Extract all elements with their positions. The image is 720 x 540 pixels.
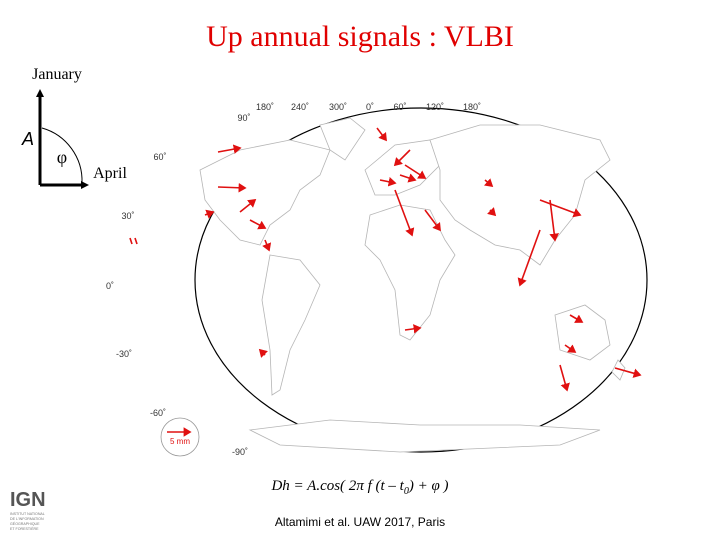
formula-part: f <box>364 478 374 494</box>
scale-label: 5 mm <box>170 437 190 446</box>
logo-line: DE L'INFORMATION <box>10 517 44 521</box>
arrow <box>564 344 577 353</box>
arrow <box>517 229 541 287</box>
logo: IGN INSTITUT NATIONAL DE L'INFORMATION G… <box>6 486 60 536</box>
arrow <box>204 209 215 219</box>
scale-legend: 5 mm <box>160 417 200 457</box>
formula-part: ) <box>440 478 449 494</box>
signal-arrows <box>129 127 642 392</box>
arrow <box>569 314 584 323</box>
arrow <box>484 178 494 188</box>
antarctica <box>248 419 601 453</box>
arrow <box>394 189 415 237</box>
january-label: January <box>32 66 82 83</box>
lat-label: 90˚ <box>237 113 250 123</box>
lat-label: -30˚ <box>116 349 132 359</box>
formula-part: (t – t <box>372 478 405 494</box>
phase-diagram: January A φ April <box>21 66 127 189</box>
formula-part: Dh = A.cos( 2 <box>270 478 356 494</box>
lon-label: 240˚ <box>291 102 309 112</box>
arrow <box>262 239 272 252</box>
arrow <box>549 199 559 242</box>
arrow <box>399 173 417 183</box>
africa <box>364 204 456 341</box>
formula-part: ) + <box>408 478 432 494</box>
arrow <box>129 237 133 245</box>
arrow <box>379 177 397 187</box>
logo-line: INSTITUT NATIONAL <box>10 512 45 516</box>
lon-label: 60˚ <box>393 102 406 112</box>
arrow <box>249 219 267 230</box>
lat-label: 30˚ <box>121 211 134 221</box>
lat-label: -60˚ <box>150 408 166 418</box>
arrow <box>217 144 242 154</box>
lon-label: 180˚ <box>463 102 481 112</box>
world-map: 180˚ 240˚ 300˚ 0˚ 60˚ 120˚ 180˚ 90˚ 60˚ … <box>106 102 648 457</box>
amplitude-symbol: A <box>21 129 34 149</box>
logo-name: IGN <box>10 489 46 511</box>
arrow <box>239 199 257 213</box>
lat-label: 0˚ <box>106 281 114 291</box>
scale-circle <box>160 417 200 457</box>
logo-box <box>6 486 60 536</box>
slide-title: Up annual signals : VLBI <box>206 20 514 53</box>
formula-part: π <box>356 478 364 494</box>
arrow <box>404 164 427 179</box>
formula-part: φ <box>431 478 439 494</box>
phase-arc <box>41 127 83 184</box>
lon-label: 300˚ <box>329 102 347 112</box>
formula: Dh = A.cos( 2π f (t – t0) + φ ) <box>270 478 448 497</box>
lat-label: -90˚ <box>232 447 248 457</box>
lon-label: 180˚ <box>256 102 274 112</box>
arrow <box>258 348 268 358</box>
arrow <box>393 149 411 167</box>
arrow <box>614 367 642 378</box>
asia <box>429 124 611 266</box>
arrow <box>539 199 582 218</box>
lat-label: 60˚ <box>153 152 166 162</box>
citation: Altamimi et al. UAW 2017, Paris <box>275 515 445 529</box>
phase-symbol: φ <box>57 147 67 167</box>
north-america <box>199 139 331 246</box>
south-america <box>261 254 321 396</box>
logo-line: ET FORESTIÈRE <box>10 526 39 531</box>
arrow <box>217 182 247 193</box>
greenland <box>319 117 366 161</box>
april-label: April <box>93 165 127 182</box>
arrow <box>134 237 138 245</box>
arrow <box>404 324 422 334</box>
arrow <box>559 364 570 392</box>
arrow <box>487 207 497 217</box>
new-zealand <box>611 359 626 381</box>
lon-label: 0˚ <box>366 102 374 112</box>
logo-line: GÉOGRAPHIQUE <box>10 521 40 526</box>
arrow <box>424 209 441 232</box>
formula-subscript: 0 <box>404 486 409 497</box>
lon-label: 120˚ <box>426 102 444 112</box>
arrow <box>376 127 387 142</box>
